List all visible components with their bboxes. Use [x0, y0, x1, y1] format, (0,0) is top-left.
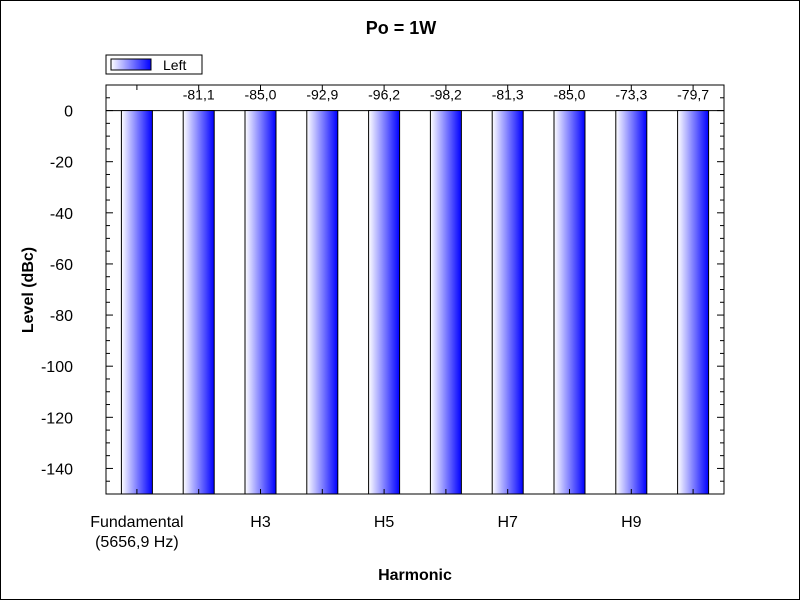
x-category-label: H7: [497, 514, 518, 531]
data-label: -98,2: [430, 87, 462, 103]
data-label: -79,7: [677, 87, 709, 103]
bar-1: [120, 110, 153, 495]
y-tick-label: -60: [50, 257, 73, 274]
data-label: -96,2: [368, 87, 400, 103]
bar-3: [244, 110, 277, 495]
bar-2: [182, 110, 215, 495]
data-label: -85,0: [554, 87, 586, 103]
bar-6: [429, 110, 462, 495]
bar-10: [677, 110, 710, 495]
data-label: -92,9: [306, 87, 338, 103]
legend-swatch: [110, 58, 152, 71]
data-label: -81,3: [492, 87, 524, 103]
x-category-label: H3: [250, 514, 271, 531]
bar-8: [553, 110, 586, 495]
x-category-label: (5656,9 Hz): [95, 534, 179, 551]
chart-title: Po = 1W: [366, 18, 437, 38]
data-label: -85,0: [245, 87, 277, 103]
legend: Left: [105, 54, 203, 75]
data-label: -73,3: [615, 87, 647, 103]
y-tick-label: -120: [41, 410, 73, 427]
bar-5: [368, 110, 401, 495]
bar-7: [491, 110, 524, 495]
bar-9: [615, 110, 648, 495]
x-category-label: H9: [621, 514, 642, 531]
x-category-label: Fundamental: [90, 514, 183, 531]
y-tick-label: 0: [64, 104, 73, 121]
x-axis-title: Harmonic: [378, 567, 452, 584]
y-tick-label: -100: [41, 359, 73, 376]
bar-4: [306, 110, 339, 495]
y-tick-label: -40: [50, 206, 73, 223]
plot-area: 0 -20 -40 -60 -80 -100 -120 -140 Fundamental (565…: [41, 84, 725, 551]
y-axis-title: Level (dBc): [20, 247, 37, 333]
legend-label-left: Left: [163, 57, 186, 73]
data-label: -81,1: [183, 87, 215, 103]
y-tick-label: -20: [50, 155, 73, 172]
x-category-label: H5: [374, 514, 395, 531]
y-tick-label: -140: [41, 461, 73, 478]
y-tick-label: -80: [50, 308, 73, 325]
